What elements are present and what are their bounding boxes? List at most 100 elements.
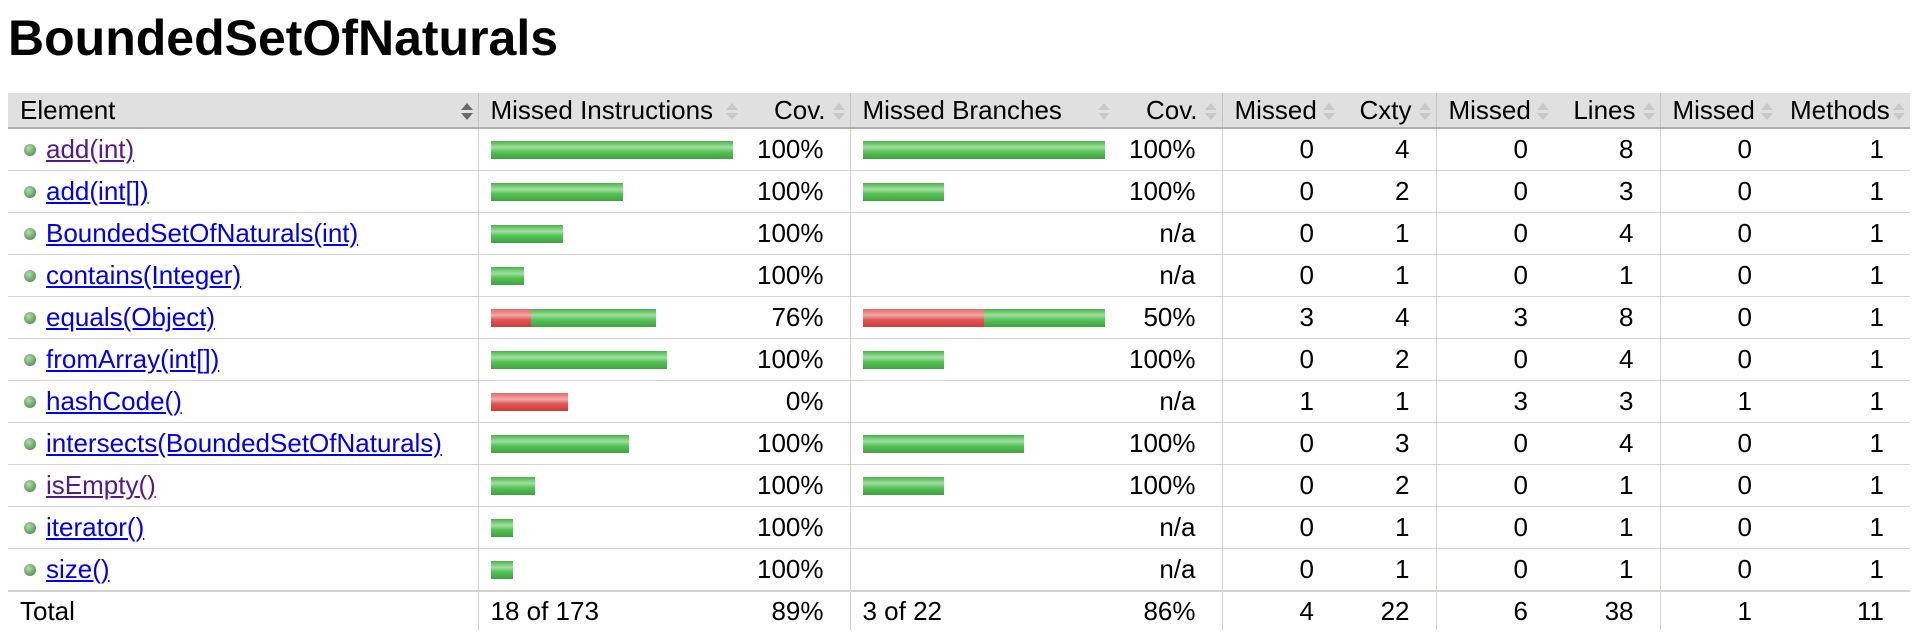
method-link[interactable]: fromArray(int[]) [46,344,220,374]
table-row: add(int[]) 100% 100% 0 2 0 3 0 1 [8,170,1910,213]
missed-cxty: 3 [1221,296,1340,339]
element-cell: BoundedSetOfNaturals(int) [8,212,478,255]
missed-instructions-cell [477,128,743,171]
header-missed-label: Missed [1448,94,1531,125]
instructions-coverage-bar [490,308,736,327]
coverage-table: Element Missed Instructions Cov. Missed … [8,93,1910,630]
header-methods[interactable]: Methods [1778,93,1910,129]
method-element: add(int[]) [20,176,470,207]
header-missed-cxty[interactable]: Missed [1221,93,1340,129]
methods: 1 [1778,128,1910,171]
method-element: hashCode() [20,386,470,417]
cxty: 1 [1340,212,1436,255]
method-link[interactable]: hashCode() [46,386,182,416]
header-missed-branches-label: Missed Branches [862,94,1062,125]
total-methods: 11 [1778,590,1910,630]
covered-bar-segment [862,434,1024,453]
sort-icon [832,102,846,122]
branches-cov: n/a [1115,254,1222,297]
header-cov-label: Cov. [1145,94,1198,125]
missed-branches-cell [849,212,1115,255]
header-missed-instructions[interactable]: Missed Instructions [477,93,743,129]
missed-lines: 0 [1435,254,1554,297]
methods: 1 [1778,212,1910,255]
missed-branches-cell [849,464,1115,507]
methods: 1 [1778,506,1910,549]
instructions-coverage-bar [490,518,736,537]
method-icon [24,563,36,576]
method-link[interactable]: size() [46,554,110,584]
header-missed-lines[interactable]: Missed [1435,93,1554,129]
method-link[interactable]: iterator() [46,512,145,542]
method-link[interactable]: contains(Integer) [46,260,242,290]
total-label: Total [8,590,478,630]
header-branches-cov[interactable]: Cov. [1115,93,1222,129]
branches-coverage-bar [863,561,1108,579]
instructions-cov: 100% [743,170,850,213]
lines: 1 [1554,464,1660,507]
missed-branches-cell [849,548,1115,592]
method-icon [24,521,36,534]
header-element[interactable]: Element [8,93,478,129]
header-lines[interactable]: Lines [1554,93,1660,129]
method-link[interactable]: isEmpty() [46,470,156,500]
missed-lines: 0 [1435,170,1554,213]
instructions-cov: 100% [743,506,850,549]
methods: 1 [1778,422,1910,465]
method-link[interactable]: intersects(BoundedSetOfNaturals) [46,428,442,458]
cxty: 1 [1340,380,1436,423]
branches-cov: 100% [1115,338,1222,381]
method-element: size() [20,554,470,585]
missed-lines: 3 [1435,296,1554,339]
header-missed-methods[interactable]: Missed [1659,93,1778,129]
lines: 8 [1554,128,1660,171]
branches-cov: n/a [1115,212,1222,255]
header-cxty[interactable]: Cxty [1340,93,1436,129]
methods: 1 [1778,338,1910,381]
branches-coverage-bar [863,267,1108,285]
missed-branches-cell [849,422,1115,465]
element-cell: equals(Object) [8,296,478,339]
instructions-coverage-bar [490,560,736,579]
cxty: 2 [1340,338,1436,381]
sort-icon [1642,102,1656,122]
sort-icon [460,102,474,122]
instructions-coverage-bar [490,266,736,285]
missed-instructions-cell [477,380,743,423]
element-cell: size() [8,548,478,592]
covered-bar-segment [490,350,667,369]
branches-coverage-bar [862,476,1108,495]
total-missed-methods: 1 [1659,590,1778,630]
instructions-cov: 100% [743,254,850,297]
method-link[interactable]: equals(Object) [46,302,216,332]
branches-cov: n/a [1115,506,1222,549]
missed-methods: 0 [1659,338,1778,381]
missed-lines: 0 [1435,338,1554,381]
header-instructions-cov[interactable]: Cov. [743,93,850,129]
missed-lines: 0 [1435,464,1554,507]
table-row: fromArray(int[]) 100% 100% 0 2 0 4 0 1 [8,338,1910,381]
missed-bar-segment [862,308,984,327]
missed-methods: 0 [1659,422,1778,465]
missed-lines: 0 [1435,548,1554,592]
header-missed-branches[interactable]: Missed Branches [849,93,1115,129]
missed-instructions-cell [477,338,743,381]
method-link[interactable]: add(int) [46,134,135,164]
cxty: 1 [1340,548,1436,592]
cxty: 4 [1340,296,1436,339]
element-cell: iterator() [8,506,478,549]
table-body: add(int) 100% 100% 0 4 0 8 0 1 add(int[]) 100% 100%… [8,128,1910,592]
method-icon [24,353,36,366]
branches-cov: 100% [1115,422,1222,465]
methods: 1 [1778,296,1910,339]
lines: 1 [1554,254,1660,297]
methods: 1 [1778,548,1910,592]
table-row: intersects(BoundedSetOfNaturals) 100% 100%… [8,422,1910,465]
covered-bar-segment [490,182,623,201]
table-row: isEmpty() 100% 100% 0 2 0 1 0 1 [8,464,1910,507]
total-instructions-cov: 89% [743,590,850,630]
instructions-cov: 0% [743,380,850,423]
method-link[interactable]: add(int[]) [46,176,149,206]
lines: 3 [1554,380,1660,423]
method-link[interactable]: BoundedSetOfNaturals(int) [46,218,359,248]
